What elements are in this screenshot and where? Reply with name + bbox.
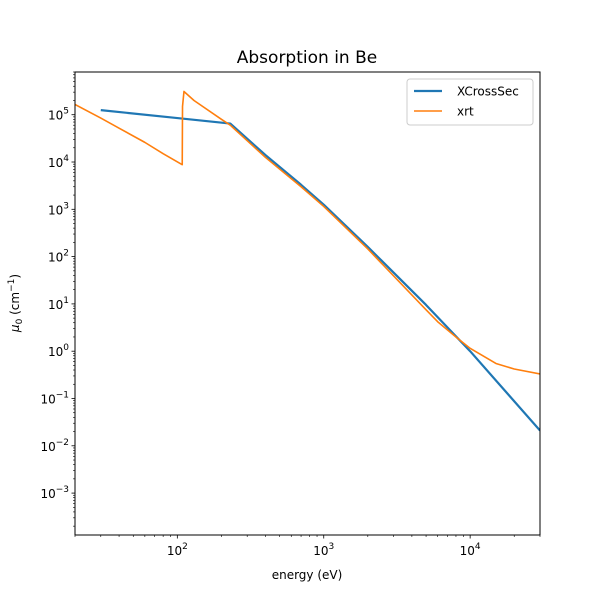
y-tick-label-exponent: 2 xyxy=(63,249,69,259)
x-tick-label-exponent: 2 xyxy=(182,542,188,552)
y-tick-label-base: 10 xyxy=(48,251,63,265)
legend-label-xcrosssec: XCrossSec xyxy=(457,85,519,99)
y-tick-label-exponent: 3 xyxy=(63,201,69,211)
x-tick-label: 102 xyxy=(167,542,188,558)
y-tick-label-base: 10 xyxy=(40,487,55,501)
y-tick-label-base: 10 xyxy=(40,392,55,406)
y-tick-label-base: 10 xyxy=(40,440,55,454)
y-tick-label: 101 xyxy=(48,296,69,312)
y-tick-label-exponent: −1 xyxy=(56,390,69,400)
series-line-xrt xyxy=(75,90,540,375)
y-tick-label: 104 xyxy=(48,154,69,170)
x-tick-label-base: 10 xyxy=(167,544,182,558)
y-tick-label: 10−2 xyxy=(40,438,69,454)
y-tick-label-exponent: 4 xyxy=(63,154,69,164)
y-tick-label-base: 10 xyxy=(48,156,63,170)
y-tick-label: 10−1 xyxy=(40,390,69,406)
x-tick-label-base: 10 xyxy=(460,544,475,558)
x-tick-label: 103 xyxy=(313,542,334,558)
series-line-xcrosssec xyxy=(100,109,540,432)
x-tick-label-base: 10 xyxy=(313,544,328,558)
y-tick-label: 100 xyxy=(48,343,69,359)
plot-area xyxy=(74,71,541,536)
y-tick-label: 103 xyxy=(48,201,69,217)
y-axis-label-unit: (cm xyxy=(8,292,22,319)
x-tick-label-exponent: 4 xyxy=(475,542,481,552)
series-layer xyxy=(75,90,540,432)
y-tick-label-exponent: 5 xyxy=(63,107,69,117)
y-axis-label: μ0 (cm−1) xyxy=(7,274,25,333)
y-axis-label-subscript: 0 xyxy=(15,318,25,324)
legend: XCrossSec xrt xyxy=(406,78,534,126)
y-tick-label-base: 10 xyxy=(48,109,63,123)
y-tick-label: 102 xyxy=(48,249,69,265)
legend-items: XCrossSec xrt xyxy=(414,85,519,119)
y-tick-label-exponent: 0 xyxy=(63,343,69,353)
y-tick-label-exponent: −2 xyxy=(56,438,69,448)
y-axis-label-unit-exponent: −1 xyxy=(7,279,17,292)
y-tick-label-base: 10 xyxy=(48,345,63,359)
plot-frame xyxy=(75,72,540,535)
y-axis-label-symbol: μ xyxy=(8,324,22,333)
x-axis-ticks: 102 103 104 xyxy=(74,535,541,558)
x-tick-label: 104 xyxy=(460,542,481,558)
y-tick-label-base: 10 xyxy=(48,203,63,217)
legend-label-xrt: xrt xyxy=(457,105,474,119)
x-tick-label-exponent: 3 xyxy=(329,542,335,552)
chart-title: Absorption in Be xyxy=(237,48,377,68)
y-tick-label: 10−3 xyxy=(40,485,69,501)
y-tick-label-exponent: −3 xyxy=(56,485,69,495)
y-tick-label-exponent: 1 xyxy=(63,296,69,306)
y-tick-label: 105 xyxy=(48,107,69,123)
y-axis-label-unit-close: ) xyxy=(8,274,22,279)
y-tick-label-base: 10 xyxy=(48,298,63,312)
plot-border xyxy=(74,71,541,536)
x-axis-label: energy (eV) xyxy=(272,568,343,582)
